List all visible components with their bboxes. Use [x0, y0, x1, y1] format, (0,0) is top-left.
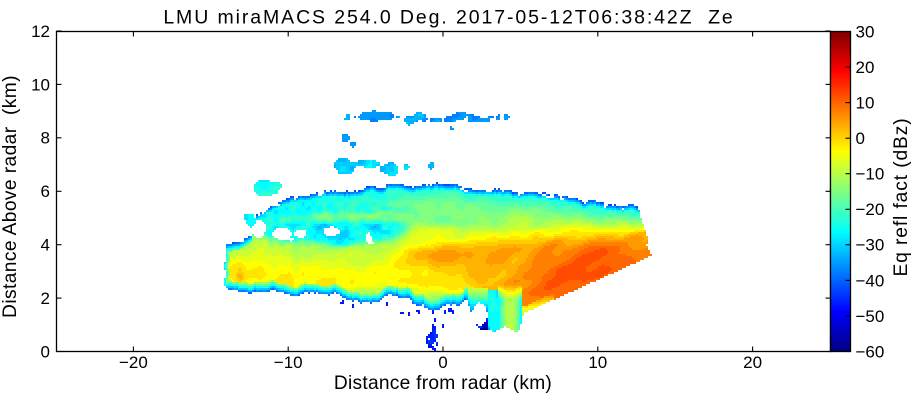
svg-text:30: 30 — [856, 22, 875, 41]
svg-text:−10: −10 — [274, 353, 303, 372]
svg-text:LMU miraMACS 254.0 Deg. 2017-0: LMU miraMACS 254.0 Deg. 2017-05-12T06:38… — [163, 7, 734, 29]
svg-text:2: 2 — [41, 289, 50, 308]
svg-text:−30: −30 — [856, 236, 885, 255]
svg-text:−60: −60 — [856, 342, 885, 361]
svg-text:20: 20 — [743, 353, 762, 372]
svg-text:8: 8 — [41, 129, 50, 148]
svg-text:Distance Above radar (km): Distance Above radar (km) — [0, 75, 21, 318]
svg-text:6: 6 — [41, 182, 50, 201]
svg-text:−10: −10 — [856, 165, 885, 184]
svg-text:0: 0 — [856, 129, 865, 148]
svg-text:20: 20 — [856, 58, 875, 77]
svg-text:0: 0 — [41, 342, 50, 361]
svg-text:4: 4 — [41, 236, 50, 255]
svg-text:−40: −40 — [856, 271, 885, 290]
svg-text:10: 10 — [31, 75, 50, 94]
svg-text:−20: −20 — [119, 353, 148, 372]
svg-text:0: 0 — [438, 353, 447, 372]
svg-text:12: 12 — [31, 22, 50, 41]
svg-text:−50: −50 — [856, 307, 885, 326]
svg-text:−20: −20 — [856, 200, 885, 219]
svg-text:Eq refl fact (dBz): Eq refl fact (dBz) — [891, 117, 912, 276]
svg-text:10: 10 — [856, 94, 875, 113]
svg-text:10: 10 — [588, 353, 607, 372]
svg-text:Distance from radar (km): Distance from radar (km) — [334, 373, 552, 394]
